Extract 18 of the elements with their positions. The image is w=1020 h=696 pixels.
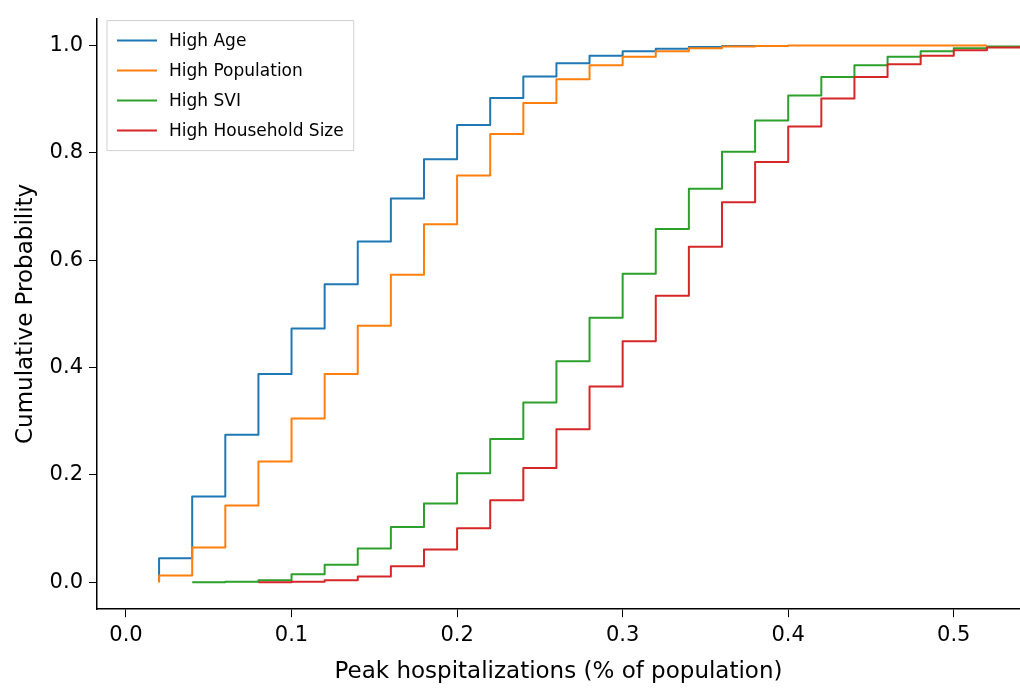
y-tick-label: 0.2 [49, 461, 83, 486]
y-tick-label: 1.0 [49, 31, 83, 56]
x-tick-label: 0.3 [605, 622, 640, 647]
legend-label: High SVI [169, 90, 241, 111]
x-tick-label: 0.0 [109, 622, 143, 647]
legend-label: High Age [169, 30, 247, 51]
y-tick-label: 0.4 [49, 354, 83, 379]
x-tick-label: 0.1 [274, 622, 309, 647]
y-tick-label: 0.0 [49, 568, 83, 593]
x-axis-title: Peak hospitalizations (% of population) [334, 657, 783, 684]
y-tick-label: 0.8 [49, 139, 83, 164]
legend-label: High Household Size [169, 120, 344, 141]
x-tick-label: 0.4 [771, 622, 805, 647]
y-axis-title: Cumulative Probability [10, 183, 37, 444]
y-tick-label: 0.6 [49, 246, 83, 271]
legend-label: High Population [169, 60, 303, 81]
x-tick-label: 0.5 [937, 622, 971, 647]
x-tick-label: 0.2 [440, 622, 474, 647]
